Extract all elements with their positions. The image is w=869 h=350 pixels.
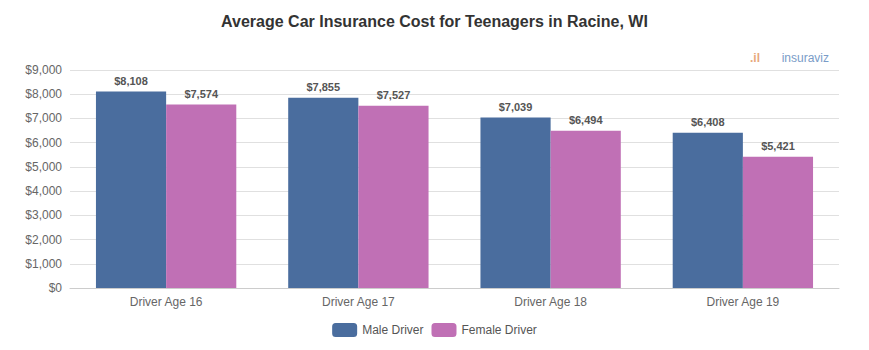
svg-text:$2,000: $2,000 — [25, 233, 62, 247]
svg-text:$7,000: $7,000 — [25, 111, 62, 125]
svg-text:$8,108: $8,108 — [114, 75, 148, 87]
svg-text:$6,408: $6,408 — [691, 116, 725, 128]
svg-text:Driver Age 17: Driver Age 17 — [322, 295, 395, 309]
svg-text:Driver Age 16: Driver Age 16 — [130, 295, 203, 309]
svg-text:Driver Age 19: Driver Age 19 — [707, 295, 780, 309]
svg-text:$3,000: $3,000 — [25, 208, 62, 222]
svg-text:$6,494: $6,494 — [569, 114, 604, 126]
svg-text:Female Driver: Female Driver — [461, 323, 536, 337]
svg-text:$7,855: $7,855 — [306, 81, 340, 93]
svg-text:$4,000: $4,000 — [25, 184, 62, 198]
svg-text:Driver Age 18: Driver Age 18 — [514, 295, 587, 309]
svg-text:$9,000: $9,000 — [25, 63, 62, 77]
svg-text:$8,000: $8,000 — [25, 87, 62, 101]
svg-text:$5,421: $5,421 — [761, 140, 795, 152]
svg-text:insuraviz: insuraviz — [782, 51, 829, 65]
svg-text:$6,000: $6,000 — [25, 136, 62, 150]
svg-text:$5,000: $5,000 — [25, 160, 62, 174]
svg-text:Male Driver: Male Driver — [362, 323, 423, 337]
svg-text:$7,527: $7,527 — [377, 89, 411, 101]
svg-text:$7,574: $7,574 — [184, 88, 219, 100]
svg-text:.il: .il — [750, 51, 760, 65]
svg-text:$0: $0 — [49, 281, 63, 295]
svg-text:$7,039: $7,039 — [499, 101, 533, 113]
svg-text:Average Car Insurance Cost for: Average Car Insurance Cost for Teenagers… — [221, 13, 648, 30]
svg-text:$1,000: $1,000 — [25, 257, 62, 271]
